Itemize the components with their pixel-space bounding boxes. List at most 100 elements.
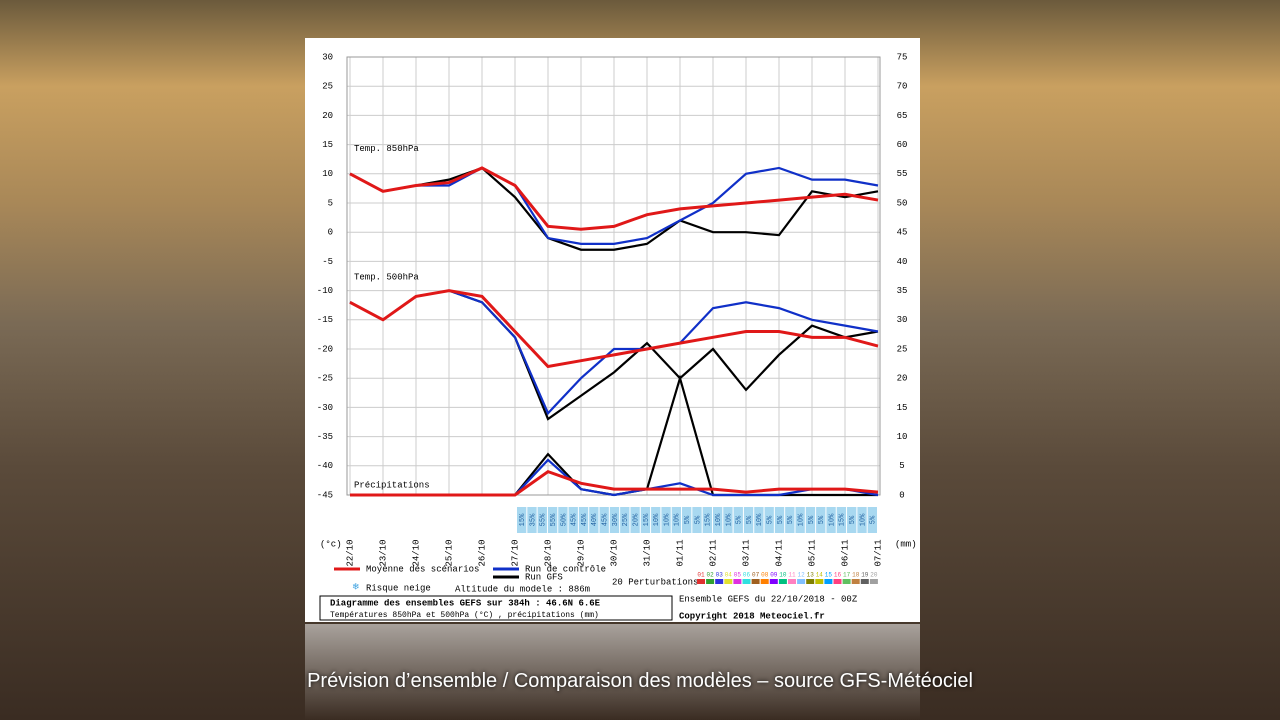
snow-risk: 10% bbox=[674, 513, 682, 526]
run-info: Ensemble GEFS du 22/10/2018 - 00Z bbox=[679, 594, 858, 604]
y-tick-label: 10 bbox=[322, 169, 333, 179]
y2-tick-label: 70 bbox=[897, 82, 908, 92]
snow-cell bbox=[537, 507, 547, 533]
snow-cell bbox=[723, 507, 733, 533]
series-line bbox=[349, 166, 879, 251]
perturbation-swatch bbox=[706, 579, 715, 584]
y-tick-label: -20 bbox=[317, 344, 333, 354]
x-tick-label: 30/10 bbox=[609, 539, 619, 566]
snow-cell bbox=[527, 507, 537, 533]
snow-risk: 15% bbox=[643, 513, 651, 526]
perturbation-label: 12 bbox=[797, 572, 805, 579]
perturbation-swatch bbox=[760, 579, 769, 584]
perturbation-label: 11 bbox=[788, 572, 796, 579]
snow-cell bbox=[754, 507, 764, 533]
y-tick-label: 20 bbox=[322, 111, 333, 121]
perturbation-label: 04 bbox=[725, 572, 733, 579]
perturbation-label: 06 bbox=[743, 572, 751, 579]
x-tick-label: 05/11 bbox=[807, 539, 817, 566]
series-line bbox=[349, 166, 879, 231]
snow-risk: 45% bbox=[581, 513, 589, 526]
perturbation-swatch bbox=[788, 579, 796, 584]
snow-cell bbox=[630, 507, 640, 533]
snow-risk: 5% bbox=[777, 515, 785, 524]
reflection bbox=[305, 624, 920, 720]
perturbation-label: 03 bbox=[716, 572, 724, 579]
chart-subtitle: Températures 850hPa et 500hPa (°C) , pré… bbox=[330, 611, 599, 620]
y-tick-label: 15 bbox=[322, 140, 333, 150]
y-tick-label: -30 bbox=[317, 403, 333, 413]
snow-cell bbox=[661, 507, 671, 533]
series-line bbox=[349, 166, 879, 245]
snow-cell bbox=[867, 507, 877, 533]
snow-cell bbox=[651, 507, 661, 533]
snow-cell bbox=[826, 507, 836, 533]
perturbation-label: 07 bbox=[752, 572, 760, 579]
y-tick-label: 0 bbox=[328, 228, 333, 238]
perturbation-label: 01 bbox=[697, 572, 705, 579]
snow-risk: 55% bbox=[550, 513, 558, 526]
snow-risk: 10% bbox=[725, 513, 733, 526]
perturbation-swatch bbox=[769, 579, 778, 584]
y2-tick-label: 40 bbox=[897, 257, 908, 267]
perturbation-swatch bbox=[833, 579, 842, 584]
chart-panel bbox=[305, 38, 920, 622]
perturbation-swatch bbox=[824, 579, 833, 584]
x-tick-label: 03/11 bbox=[741, 539, 751, 566]
snow-cell bbox=[671, 507, 682, 533]
altitude: Altitude du modele : 886m bbox=[455, 584, 590, 594]
perturbation-label: 17 bbox=[843, 572, 851, 579]
y2-tick-label: 30 bbox=[897, 315, 908, 325]
y2-tick-label: 20 bbox=[897, 374, 908, 384]
perturbation-swatch bbox=[778, 579, 787, 584]
y2-tick-label: 65 bbox=[897, 111, 908, 121]
perturbation-swatch bbox=[715, 579, 724, 584]
snow-risk: 15% bbox=[839, 513, 847, 526]
y-tick-label: -10 bbox=[317, 286, 333, 296]
snow-cell bbox=[640, 507, 651, 533]
snow-risk: 45% bbox=[571, 513, 579, 526]
perturbation-label: 13 bbox=[807, 572, 815, 579]
perturbation-swatch bbox=[842, 579, 851, 584]
y2-tick-label: 5 bbox=[899, 461, 904, 471]
snow-cell bbox=[568, 507, 578, 533]
y-tick-label: -5 bbox=[322, 257, 333, 267]
snow-risk: 10% bbox=[715, 513, 723, 526]
x-tick-label: 01/11 bbox=[675, 539, 685, 566]
perturbation-swatch bbox=[733, 579, 742, 584]
panel-label: Temp. 850hPa bbox=[354, 144, 419, 154]
snow-risk: 20% bbox=[632, 513, 640, 526]
snow-risk: 55% bbox=[540, 513, 548, 526]
perturbation-swatch bbox=[851, 579, 860, 584]
snow-risk: 5% bbox=[870, 515, 878, 524]
snow-cell bbox=[743, 507, 754, 533]
x-tick-label: 25/10 bbox=[444, 539, 454, 566]
perturbation-label: 10 bbox=[779, 572, 787, 579]
snow-risk: 35% bbox=[529, 513, 537, 526]
snow-cell bbox=[517, 507, 527, 533]
y2-tick-label: 50 bbox=[897, 198, 908, 208]
snow-risk: 5% bbox=[767, 515, 775, 524]
x-tick-label: 29/10 bbox=[576, 539, 586, 566]
perturbation-label: 05 bbox=[734, 572, 742, 579]
snow-icon: ❄ bbox=[352, 583, 360, 593]
snow-cell bbox=[816, 507, 826, 533]
perturbation-swatch bbox=[860, 579, 869, 584]
snow-risk: 5% bbox=[787, 515, 795, 524]
snow-cell bbox=[733, 507, 743, 533]
chart-title: Diagramme des ensembles GEFS sur 384h : … bbox=[330, 598, 601, 608]
x-tick-label: 04/11 bbox=[774, 539, 784, 566]
snow-risk: 50% bbox=[560, 513, 568, 526]
perturbation-label: 20 bbox=[870, 572, 878, 579]
snow-risk: 5% bbox=[694, 515, 702, 524]
snow-risk: 5% bbox=[818, 515, 826, 524]
x-tick-label: 28/10 bbox=[543, 539, 553, 566]
perturbation-swatch bbox=[697, 579, 705, 584]
perturbation-swatch bbox=[869, 579, 878, 584]
copyright: Copyright 2018 Meteociel.fr bbox=[679, 611, 825, 621]
snow-risk: 5% bbox=[684, 515, 692, 524]
y-tick-label: -15 bbox=[317, 315, 333, 325]
panel-label: Précipitations bbox=[354, 480, 430, 490]
perturbation-swatch bbox=[806, 579, 815, 584]
